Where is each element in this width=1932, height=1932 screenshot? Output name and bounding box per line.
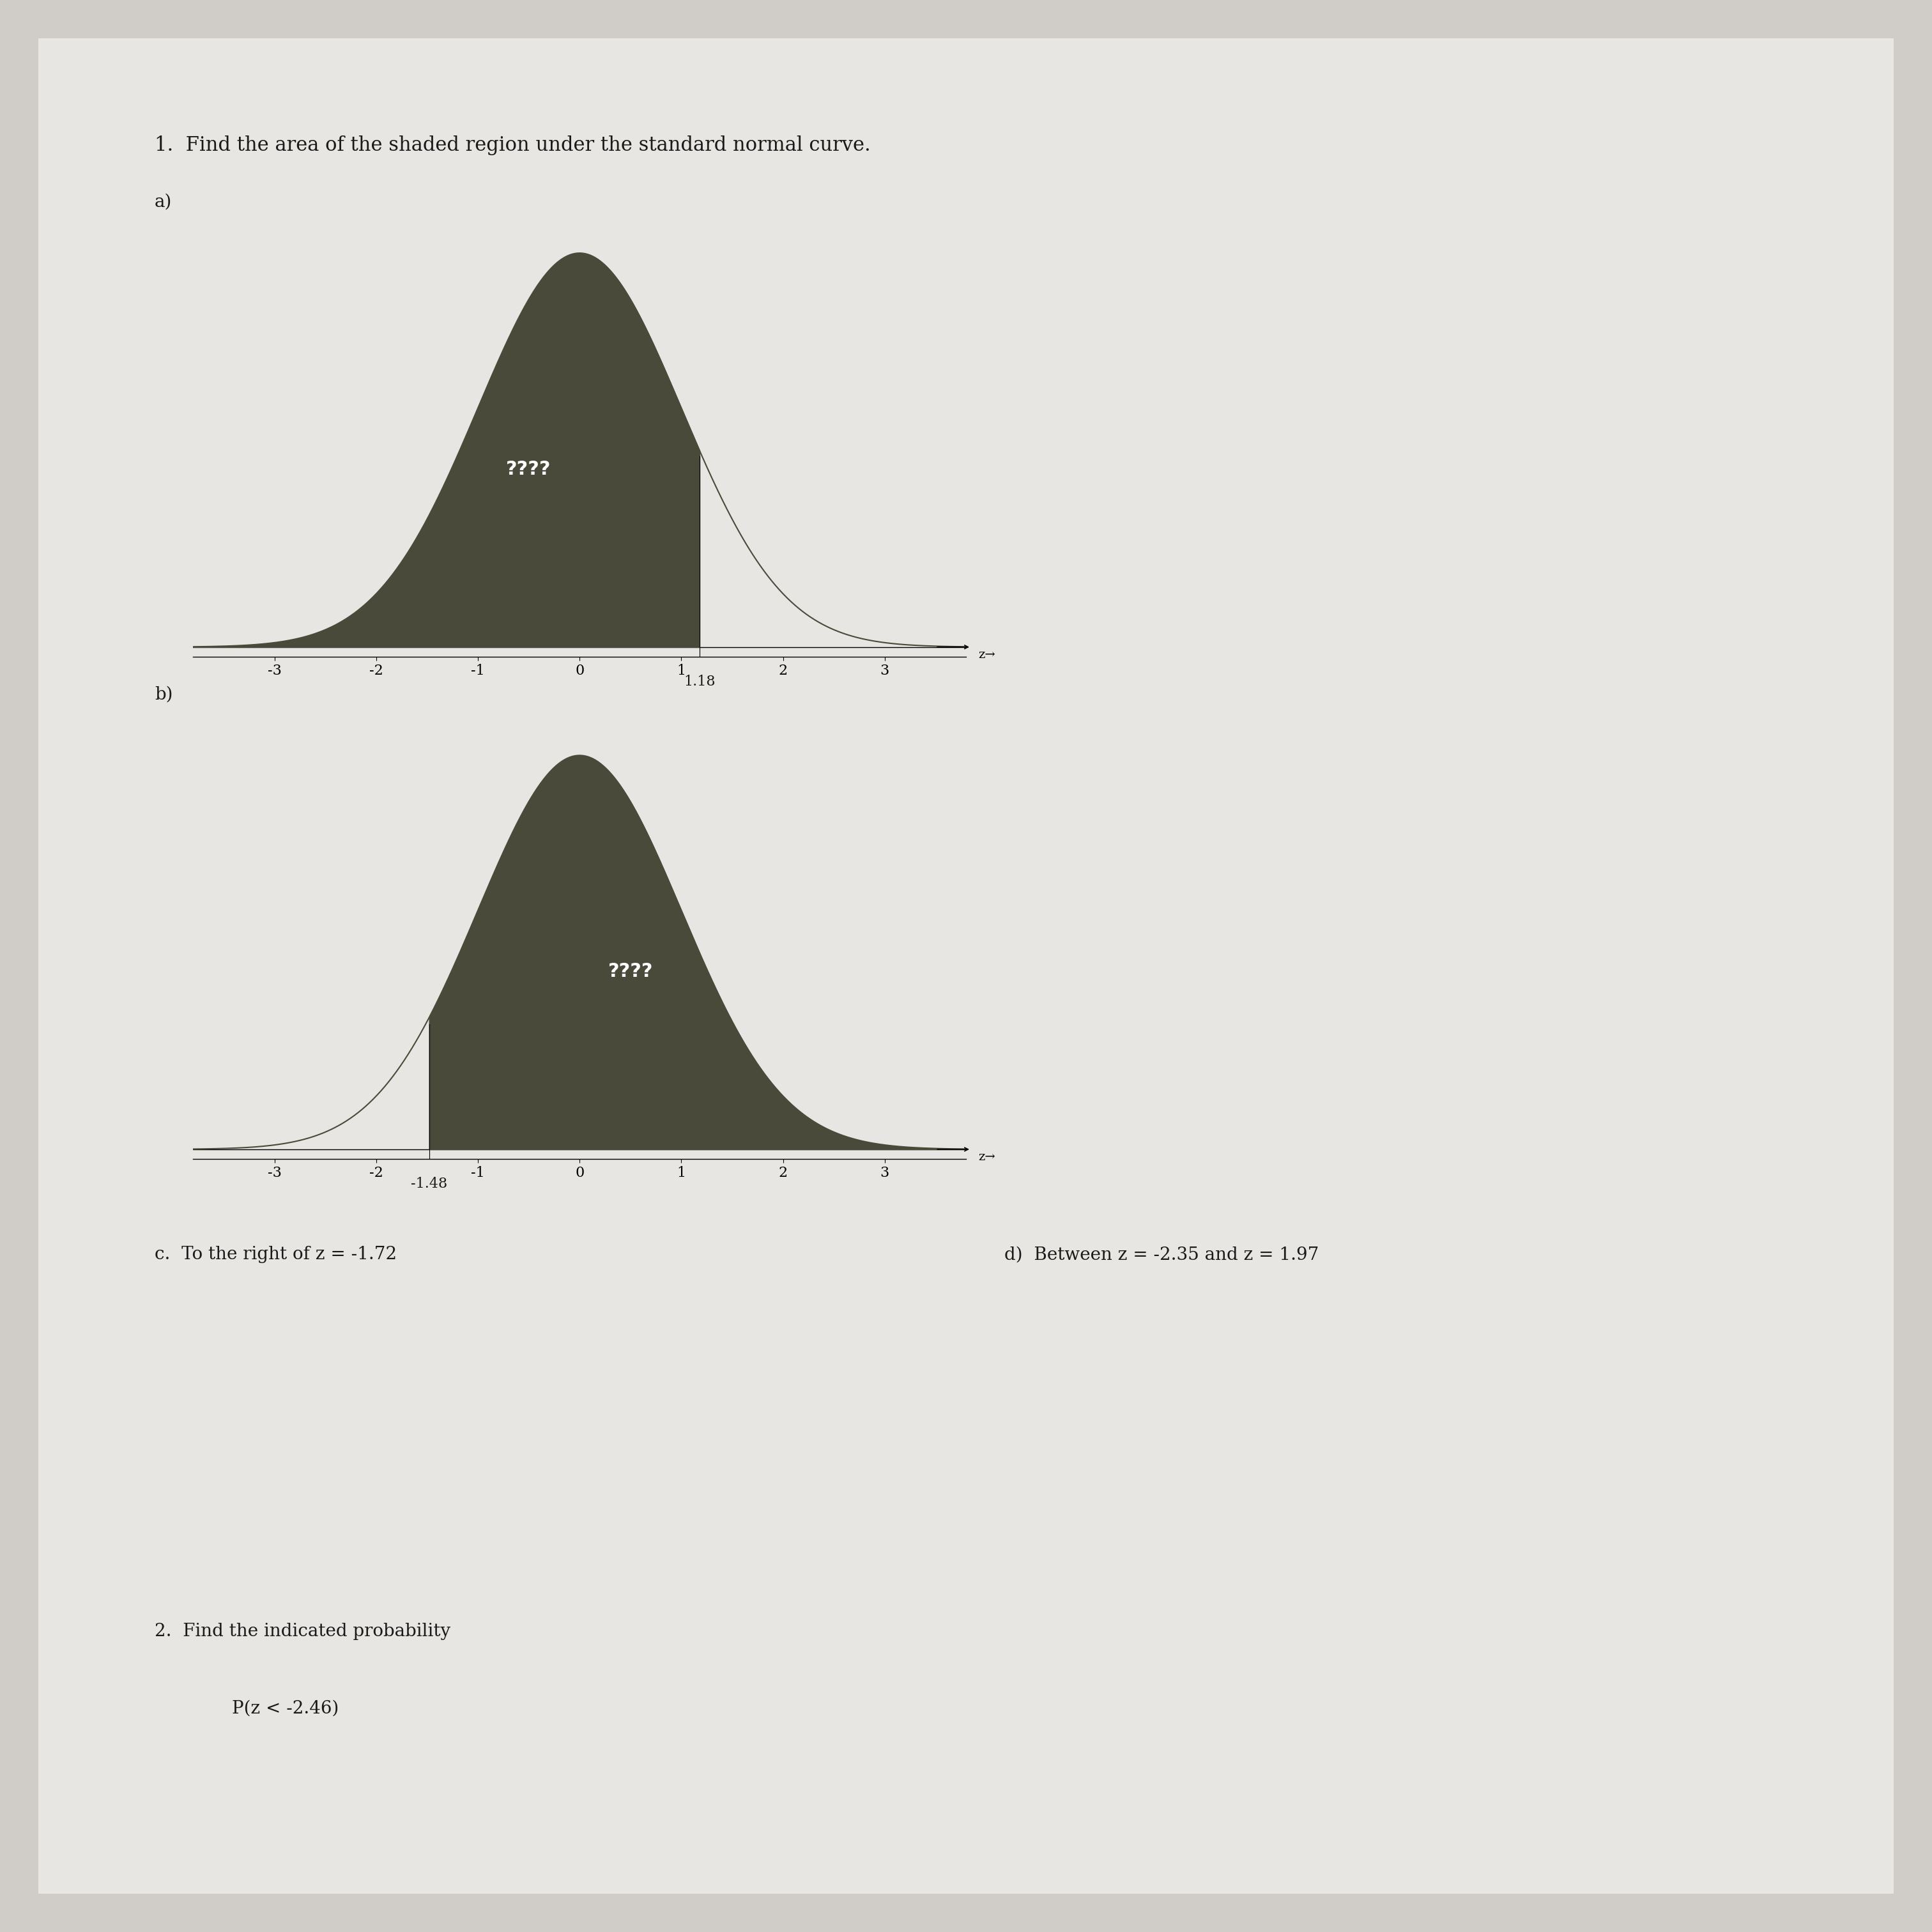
Text: 2.  Find the indicated probability: 2. Find the indicated probability <box>155 1623 450 1640</box>
Text: ????: ???? <box>506 460 551 479</box>
Text: ????: ???? <box>609 962 653 981</box>
Text: 1.18: 1.18 <box>684 674 715 688</box>
Text: d)  Between z = -2.35 and z = 1.97: d) Between z = -2.35 and z = 1.97 <box>1005 1246 1320 1264</box>
Text: P(z < -2.46): P(z < -2.46) <box>232 1700 338 1718</box>
Text: z→: z→ <box>978 1151 995 1163</box>
Text: -1.48: -1.48 <box>412 1177 448 1190</box>
Text: a): a) <box>155 193 172 211</box>
Text: z→: z→ <box>978 649 995 661</box>
Text: c.  To the right of z = -1.72: c. To the right of z = -1.72 <box>155 1246 396 1264</box>
Text: b): b) <box>155 686 172 703</box>
Text: 1.  Find the area of the shaded region under the standard normal curve.: 1. Find the area of the shaded region un… <box>155 135 871 155</box>
